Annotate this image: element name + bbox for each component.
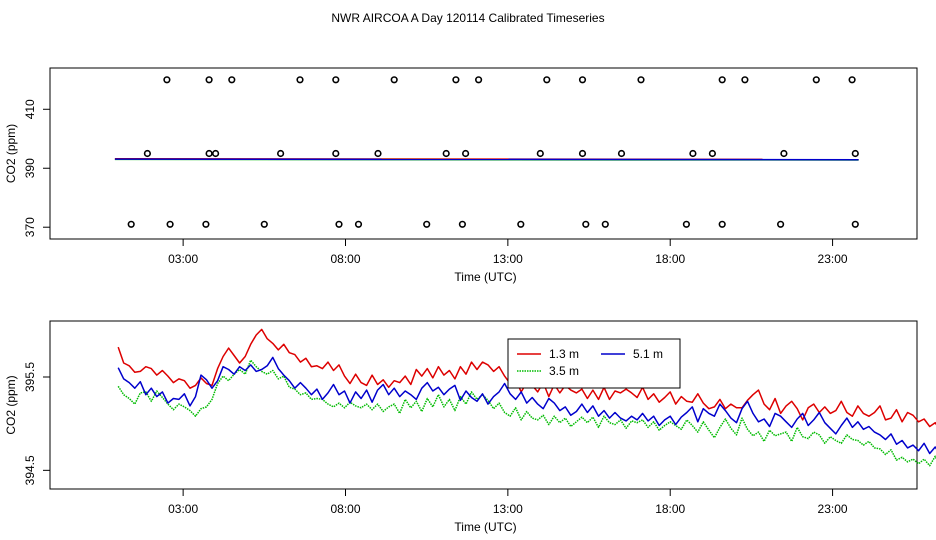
calibration-point	[277, 149, 285, 158]
calibration-point	[374, 149, 382, 158]
legend-label: 3.5 m	[549, 364, 579, 378]
plot-frame	[49, 320, 918, 490]
calibration-point	[689, 149, 697, 158]
calibration-point	[163, 76, 171, 84]
series-line-3-5-m	[117, 359, 936, 467]
legend-label: 5.1 m	[633, 347, 663, 361]
calibration-point	[335, 220, 343, 228]
calibration-point	[578, 76, 587, 84]
calibration-point	[718, 76, 726, 84]
x-tick-label: 23:00	[818, 502, 848, 516]
x-tick-label: 18:00	[655, 252, 685, 266]
calibration-point	[776, 220, 785, 228]
calibration-point	[228, 76, 236, 84]
x-tick-label: 23:00	[818, 252, 848, 266]
calibration-point	[741, 76, 749, 84]
calibration-point	[458, 220, 467, 228]
bottom-panel: 03:00 08:00 13:00 18:00 23:00 Time (UTC) 394.5…	[4, 320, 936, 534]
calibration-point	[212, 149, 220, 158]
series-line-5-1-m	[117, 356, 936, 455]
calibration-point	[536, 149, 544, 158]
series-line-5-1-m	[114, 158, 859, 161]
x-axis-label: Time (UTC)	[454, 270, 516, 284]
calibration-point	[452, 76, 460, 84]
calibration-point	[718, 220, 726, 228]
calibration-point	[143, 149, 151, 158]
legend-box	[507, 338, 681, 389]
calibration-point	[205, 76, 213, 84]
calibration-point	[390, 76, 398, 84]
y-axis-label: CO2 (ppm)	[4, 375, 18, 434]
plot-frame	[49, 67, 918, 240]
calibration-point	[354, 220, 363, 228]
x-tick-label: 03:00	[168, 252, 198, 266]
y-tick-label: 370	[23, 217, 37, 237]
calibration-point	[296, 76, 304, 84]
series-line-1-3-m	[117, 328, 936, 428]
calibration-point	[812, 76, 820, 84]
x-tick-label: 18:00	[655, 502, 685, 516]
calibration-point	[442, 149, 450, 158]
calibration-point	[260, 220, 268, 228]
calibration-point	[332, 76, 340, 84]
calibration-point	[617, 149, 626, 158]
calibration-point	[205, 149, 213, 158]
calibration-point	[780, 149, 788, 158]
calibration-point	[578, 149, 587, 158]
calibration-point	[543, 76, 551, 84]
calibration-point	[475, 76, 483, 84]
calibration-point	[708, 149, 717, 158]
y-axis-label: CO2 (ppm)	[4, 124, 18, 183]
calibration-point	[848, 76, 856, 84]
calibration-point	[637, 76, 645, 84]
calibration-point	[166, 220, 174, 228]
calibration-point	[851, 149, 859, 158]
calibration-point	[601, 220, 609, 228]
calibration-point	[423, 220, 431, 228]
calibration-point	[517, 220, 525, 228]
calibration-point	[682, 220, 691, 228]
calibration-point	[582, 220, 590, 228]
calibration-point	[462, 149, 470, 158]
y-tick-label: 394.5	[23, 455, 37, 485]
y-tick-label: 390	[23, 158, 37, 178]
legend-label: 1.3 m	[549, 347, 579, 361]
x-axis-label: Time (UTC)	[454, 520, 516, 534]
x-tick-label: 08:00	[330, 252, 360, 266]
calibration-point	[851, 220, 859, 228]
calibration-point	[202, 220, 210, 228]
x-tick-label: 13:00	[493, 252, 523, 266]
x-tick-label: 08:00	[330, 502, 360, 516]
y-tick-label: 410	[23, 99, 37, 119]
x-tick-label: 03:00	[168, 502, 198, 516]
y-tick-label: 395.5	[23, 362, 37, 392]
calibration-point	[127, 220, 135, 228]
x-tick-label: 13:00	[493, 502, 523, 516]
chart-title: NWR AIRCOA A Day 120114 Calibrated Times…	[331, 11, 604, 25]
calibration-point	[332, 149, 340, 158]
top-panel: 03:00 08:00 13:00 18:00 23:00 Time (UTC) 370 39…	[4, 67, 918, 284]
